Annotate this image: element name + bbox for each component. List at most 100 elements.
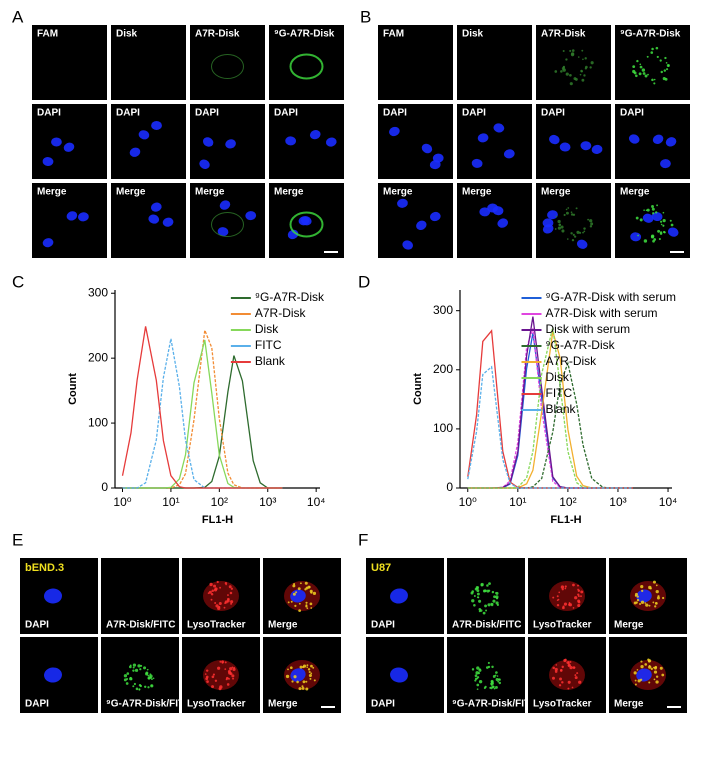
puncta [639,63,642,66]
puncta [491,590,495,594]
puncta [482,611,486,615]
micrograph [111,104,186,179]
puncta [144,685,147,688]
puncta [225,583,227,586]
puncta [301,685,304,688]
puncta [214,587,218,591]
puncta [224,661,227,664]
puncta [208,590,212,594]
puncta [663,69,667,72]
puncta [123,674,128,678]
puncta [312,591,317,596]
puncta [229,672,233,676]
puncta [560,225,564,229]
puncta [483,686,486,690]
x-tick-label: 10¹ [509,495,526,509]
cell-label: Merge [614,620,644,631]
puncta [648,604,651,607]
puncta [228,585,232,589]
nucleus [199,159,210,169]
puncta [478,679,483,684]
puncta [667,64,670,67]
y-tick-label: 300 [433,303,453,317]
cell-label: Merge [383,187,413,198]
puncta [645,209,648,212]
puncta [589,219,593,223]
puncta [642,72,646,75]
puncta [577,603,581,608]
puncta [666,68,669,71]
y-tick-label: 100 [88,415,108,429]
puncta [562,605,565,608]
nucleus [665,137,677,147]
cell-label: Merge [116,187,146,198]
puncta [652,580,656,584]
legend-label: ⁹G-A7R-Disk with serum [546,290,677,304]
nucleus [432,153,444,163]
puncta [493,595,496,599]
puncta [656,204,658,207]
puncta [205,669,209,672]
nucleus [44,667,62,683]
puncta [228,677,230,680]
puncta [133,682,137,686]
puncta [563,213,566,217]
puncta [212,673,216,676]
nucleus [497,218,508,228]
puncta [488,582,491,585]
cell-outline [289,211,324,238]
x-tick-label: 10² [559,495,576,509]
puncta [305,601,308,604]
puncta [655,46,659,50]
puncta [140,664,143,667]
micrograph [101,558,179,634]
nucleus [129,147,141,157]
micrograph [536,104,611,179]
puncta [569,82,573,86]
legend-label: FITC [255,338,282,352]
cell-label: DAPI [371,699,395,710]
puncta [298,687,302,691]
puncta [147,686,150,689]
histogram-line [122,355,283,489]
puncta [653,678,656,681]
nucleus [151,120,162,130]
x-tick-label: 10⁰ [459,495,477,509]
cell-label: DAPI [25,699,49,710]
puncta [309,602,313,606]
nucleus [591,144,603,154]
puncta [230,602,233,605]
puncta [227,669,231,673]
puncta [299,665,303,669]
puncta [213,584,217,588]
cell-label: A7R-Disk [195,29,240,40]
nucleus [660,159,671,169]
puncta [659,666,663,670]
puncta [639,65,643,69]
puncta [487,603,491,607]
puncta [132,666,135,669]
puncta [556,595,559,598]
puncta [561,229,565,233]
puncta [572,666,576,670]
nucleus [390,667,408,683]
y-tick-label: 200 [88,350,108,364]
nucleus [628,134,640,144]
puncta [573,235,577,238]
puncta [297,587,301,591]
puncta [485,609,488,612]
puncta [646,55,649,58]
puncta [218,687,222,691]
x-axis-label: FL1-H [202,514,233,526]
puncta [474,679,477,682]
puncta [636,59,639,63]
puncta [298,602,301,605]
puncta [561,588,564,591]
puncta [572,213,576,216]
puncta [287,668,289,671]
puncta [554,670,558,673]
nucleus [285,136,297,146]
panel-letter: D [358,272,370,291]
puncta [293,675,297,679]
micrograph [615,104,690,179]
